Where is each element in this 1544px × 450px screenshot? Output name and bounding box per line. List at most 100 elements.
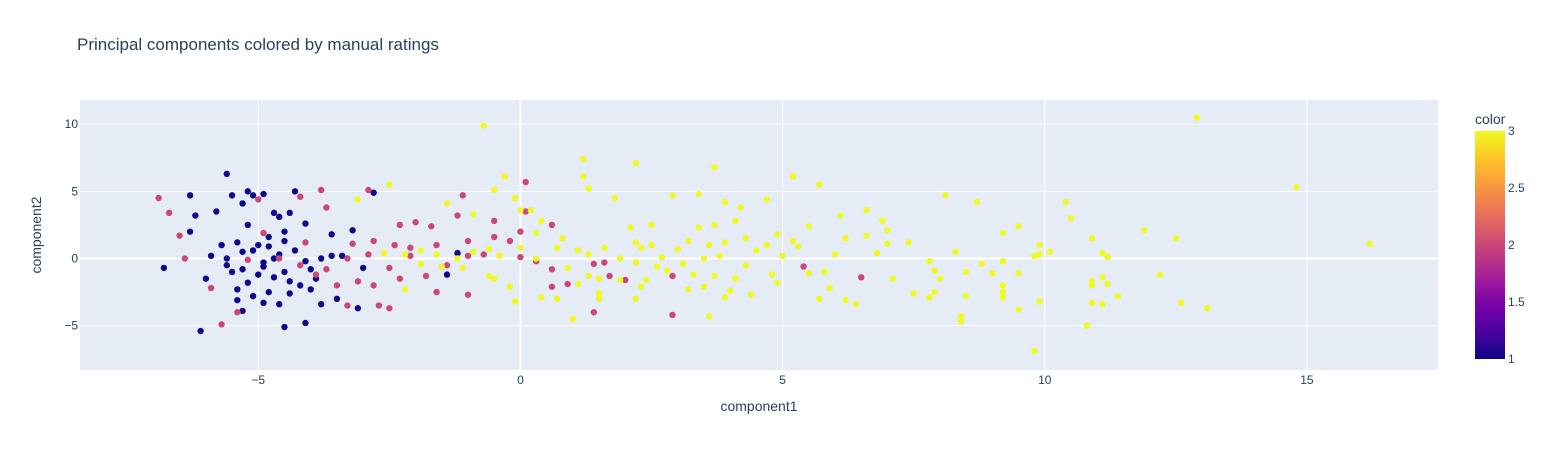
scatter-point xyxy=(239,200,246,207)
y-tick-label: 10 xyxy=(65,117,79,131)
scatter-point xyxy=(485,272,493,280)
scatter-point xyxy=(999,288,1007,296)
scatter-point xyxy=(601,244,608,251)
scatter-point xyxy=(1114,292,1122,300)
scatter-point xyxy=(711,163,718,171)
scatter-point xyxy=(517,206,524,214)
scatter-point xyxy=(328,252,335,260)
scatter-point xyxy=(349,227,356,234)
scatter-point xyxy=(1172,235,1180,242)
scatter-point xyxy=(328,231,335,238)
scatter-point xyxy=(244,221,251,229)
scatter-point xyxy=(989,270,996,277)
scatter-point xyxy=(354,305,362,312)
scatter-point xyxy=(386,264,393,272)
scatter-point xyxy=(685,286,692,293)
scatter-point xyxy=(286,278,293,285)
scatter-point xyxy=(711,272,718,280)
scatter-point xyxy=(234,296,241,304)
scatter-point xyxy=(669,272,676,280)
scatter-point xyxy=(517,244,524,251)
scatter-point xyxy=(223,262,231,269)
scatter-point xyxy=(302,239,309,246)
scatter-point xyxy=(585,272,592,280)
scatter-point xyxy=(443,262,451,269)
scatter-point xyxy=(255,196,262,203)
scatter-point xyxy=(375,302,383,309)
scatter-point xyxy=(480,251,487,258)
scatter-point xyxy=(459,264,466,272)
scatter-point xyxy=(281,323,288,331)
scatter-point xyxy=(648,241,655,249)
scatter-point xyxy=(789,173,797,180)
scatter-point xyxy=(181,255,189,262)
scatter-point xyxy=(742,235,750,242)
scatter-point xyxy=(1046,248,1054,255)
scatter-point xyxy=(616,255,624,262)
scatter-point xyxy=(978,260,986,268)
colorbar-tick-label: 3 xyxy=(1508,124,1515,138)
scatter-point xyxy=(260,229,267,237)
scatter-point xyxy=(548,266,556,273)
scatter-point xyxy=(506,237,514,245)
scatter-point xyxy=(443,271,451,278)
scatter-point xyxy=(491,233,498,241)
scatter-point xyxy=(359,264,367,272)
scatter-point xyxy=(1141,227,1148,234)
y-tick-label: 0 xyxy=(71,252,78,266)
scatter-point xyxy=(695,190,702,198)
scatter-point xyxy=(480,122,487,129)
scatter-point xyxy=(491,217,498,225)
scatter-point xyxy=(648,221,655,229)
scatter-point xyxy=(443,200,451,207)
scatter-point xyxy=(711,221,718,229)
scatter-point xyxy=(386,305,393,312)
scatter-point xyxy=(491,275,498,282)
scatter-point xyxy=(700,255,708,262)
scatter-point xyxy=(774,279,781,286)
scatter-point xyxy=(412,219,419,226)
scatter-point xyxy=(622,276,629,284)
scatter-point xyxy=(365,186,372,194)
scatter-point xyxy=(186,192,194,199)
scatter-point xyxy=(307,266,314,273)
scatter-point xyxy=(1036,241,1043,249)
scatter-point xyxy=(705,241,713,249)
scatter-point xyxy=(779,252,786,260)
scatter-point xyxy=(574,280,582,288)
scatter-point xyxy=(265,288,272,296)
scatter-point xyxy=(428,223,435,230)
scatter-point xyxy=(207,252,215,260)
scatter-point xyxy=(905,239,912,246)
scatter-point xyxy=(522,178,529,186)
scatter-point xyxy=(228,192,236,199)
scatter-point xyxy=(1104,280,1111,288)
scatter-point xyxy=(585,185,592,192)
scatter-point xyxy=(255,241,262,249)
scatter-point xyxy=(685,237,692,245)
scatter-point xyxy=(517,228,524,235)
scatter-point xyxy=(831,251,839,258)
scatter-point xyxy=(1177,299,1185,307)
scatter-point xyxy=(491,186,498,194)
scatter-point xyxy=(601,259,608,266)
scatter-point xyxy=(826,284,833,292)
scatter-point xyxy=(700,283,708,290)
scatter-point xyxy=(244,279,251,286)
scatter-point xyxy=(580,155,587,163)
x-axis-title: component1 xyxy=(720,398,797,414)
scatter-point xyxy=(370,282,377,289)
scatter-point xyxy=(317,255,325,262)
scatter-point xyxy=(291,247,299,254)
scatter-point xyxy=(218,241,225,249)
scatter-point xyxy=(805,270,813,277)
scatter-point xyxy=(433,288,440,296)
scatter-point xyxy=(302,220,309,227)
scatter-point xyxy=(789,237,797,245)
scatter-point xyxy=(842,235,849,242)
scatter-point xyxy=(889,275,896,282)
scatter-point xyxy=(1156,271,1164,278)
scatter-point xyxy=(370,237,377,245)
scatter-point xyxy=(580,173,587,180)
scatter-point xyxy=(260,190,267,198)
